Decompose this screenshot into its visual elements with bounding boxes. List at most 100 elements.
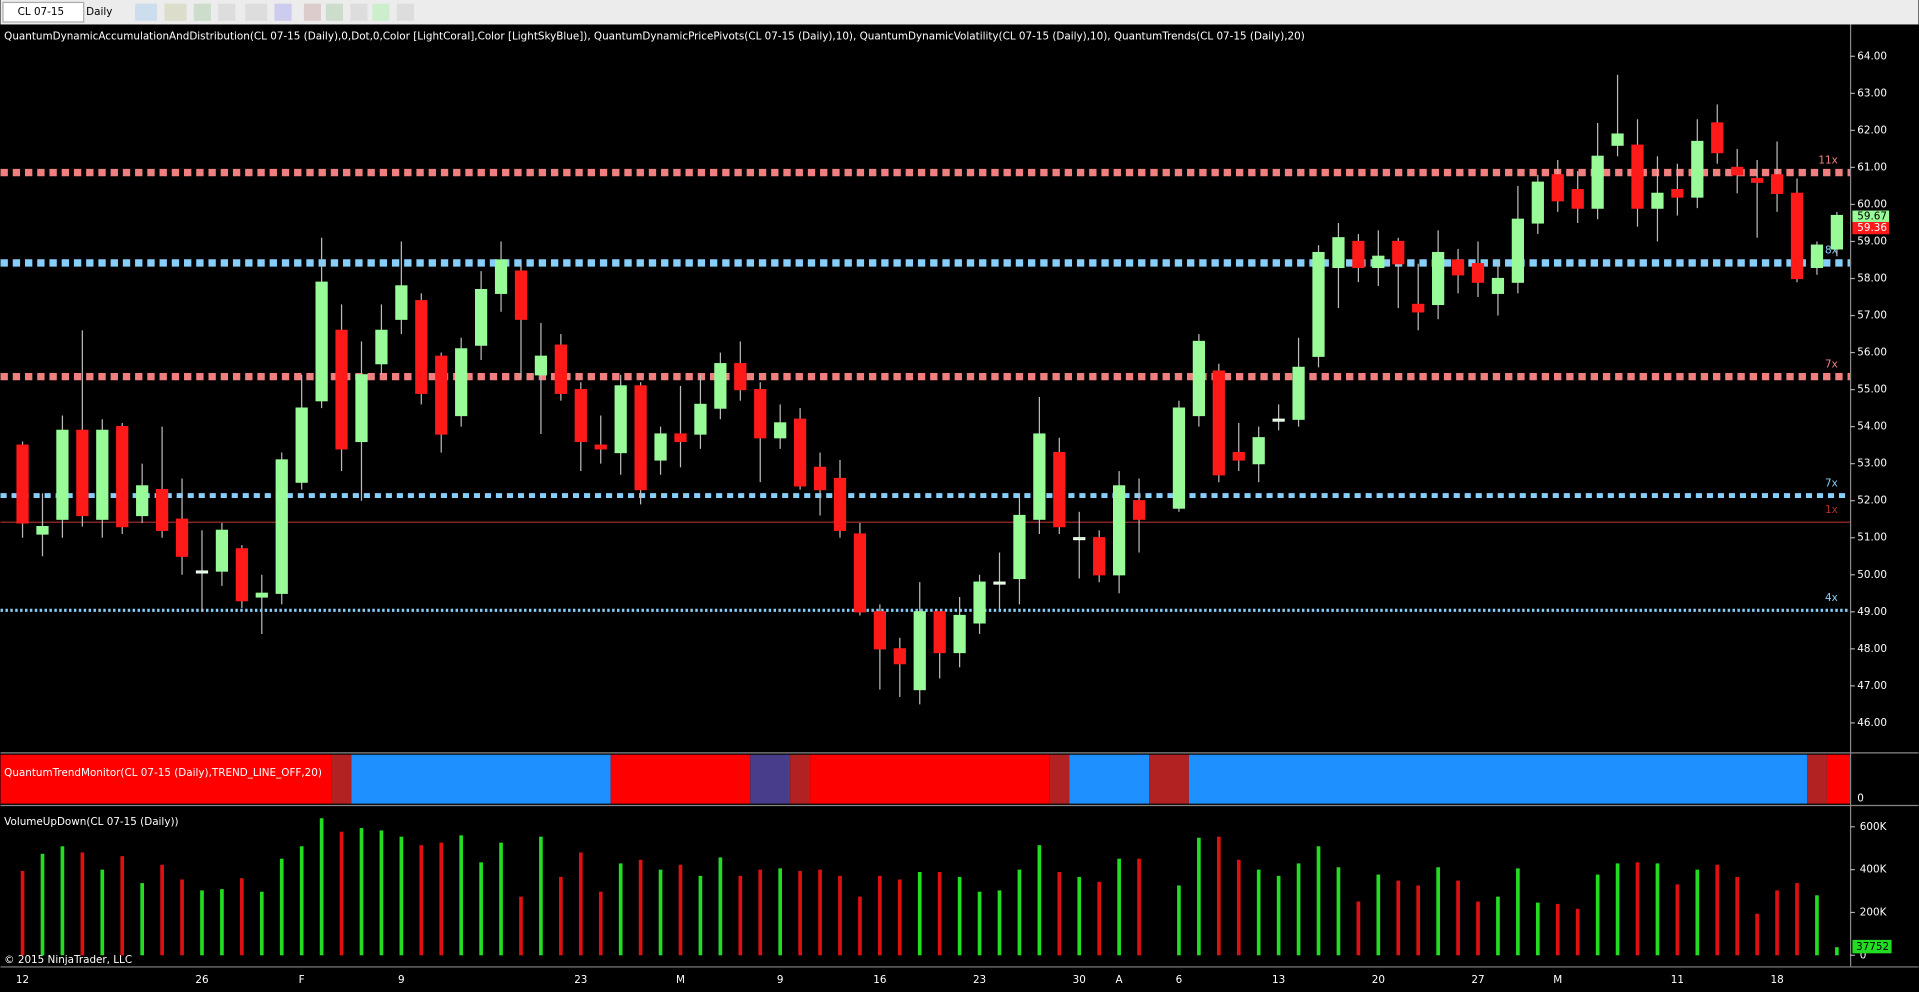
candle-body [1451, 259, 1465, 276]
candle-body [1711, 122, 1724, 154]
trend-segment [1806, 754, 1827, 804]
last-price-label: 59.67 [1857, 211, 1887, 223]
x-tick-label: 23 [574, 974, 587, 986]
volume-bar [180, 879, 184, 956]
volume-bar [1057, 871, 1062, 956]
volume-bar [1735, 876, 1740, 956]
volume-bar [1715, 864, 1720, 956]
x-tick-label: 16 [873, 974, 886, 986]
candle-body [554, 344, 567, 394]
candle-body [1172, 407, 1186, 509]
tool-icon[interactable] [135, 3, 158, 21]
candle-body [1352, 240, 1365, 269]
volume-bar [1615, 863, 1620, 956]
volume-bar [678, 864, 683, 956]
tool-icon[interactable] [303, 3, 321, 21]
candle-body [1073, 537, 1086, 541]
candle-body [1471, 263, 1485, 283]
volume-bar [1635, 862, 1640, 956]
volume-bar [559, 876, 563, 956]
volume-bar [359, 828, 364, 956]
candle-body [1033, 433, 1046, 520]
candle-body [634, 385, 647, 491]
x-tick-label: 13 [1272, 974, 1285, 986]
volume-bar [539, 836, 543, 956]
volume-bar [1376, 874, 1381, 956]
volume-bar [738, 875, 743, 956]
tool-icon[interactable] [193, 3, 211, 21]
tool-icon[interactable] [245, 3, 268, 21]
volume-bar [598, 891, 603, 956]
candle-body [1432, 251, 1445, 306]
x-tick-label: 23 [973, 974, 986, 986]
y-tick-label: 56.00 [1857, 347, 1887, 359]
candle-body [1132, 500, 1146, 520]
symbol[interactable]: CL 07-15 [18, 6, 64, 18]
volume-bar [20, 870, 25, 956]
candle-body [993, 581, 1006, 585]
volume-bar [718, 857, 723, 956]
trend-segment [1049, 754, 1070, 804]
volume-bar [100, 869, 105, 956]
volume-bar [658, 869, 663, 956]
trend-tick-label: 0 [1857, 793, 1864, 805]
volume-tick-label: 400K [1860, 864, 1888, 876]
volume-bar [618, 863, 623, 956]
volume-bar [299, 846, 304, 956]
candle-body [1631, 144, 1644, 209]
volume-bar [439, 842, 444, 956]
volume-last-box [1852, 939, 1892, 954]
volume-bar [878, 875, 882, 956]
candle-body [514, 270, 528, 320]
volume-bar [459, 835, 464, 956]
tool-icon[interactable] [164, 3, 187, 21]
candle-body [714, 363, 727, 409]
candle-body [1312, 251, 1325, 357]
y-tick-label: 62.00 [1857, 124, 1887, 136]
candle-body [1392, 240, 1405, 265]
volume-bar [279, 858, 284, 956]
y-tick-label: 59.00 [1857, 235, 1887, 247]
volume-bar [798, 870, 802, 956]
tool-icon[interactable] [350, 3, 368, 21]
candle-body [76, 429, 89, 517]
volume-bar [1535, 902, 1540, 956]
candle-body [175, 518, 189, 557]
volume-bar [997, 890, 1002, 956]
y-tick-label: 50.00 [1857, 569, 1887, 581]
candle-body [215, 529, 229, 572]
candle-body [275, 459, 288, 594]
y-tick-label: 48.00 [1857, 643, 1887, 655]
volume-bar [1276, 875, 1281, 956]
volume-bar [1296, 863, 1301, 956]
volume-bar [1595, 874, 1600, 956]
candle-body [136, 485, 149, 517]
volume-bar [419, 845, 424, 956]
candle-body [36, 526, 49, 535]
volume-label: VolumeUpDown(CL 07-15 (Daily)) [4, 816, 178, 828]
interval[interactable]: Daily [86, 6, 112, 18]
candle-body [474, 289, 488, 346]
candle-body [1830, 214, 1844, 250]
candle-body [1671, 189, 1684, 198]
volume-bar [499, 842, 503, 956]
volume-bar [977, 891, 982, 956]
level-label: 4x [1825, 592, 1838, 604]
tool-icon[interactable] [274, 3, 292, 21]
tool-icon[interactable] [372, 3, 390, 21]
trend-segment [750, 754, 791, 804]
trend-label: QuantumTrendMonitor(CL 07-15 (Daily),TRE… [4, 767, 322, 779]
volume-bar [1516, 868, 1520, 956]
tool-icon[interactable] [218, 3, 236, 21]
candle-body [893, 648, 906, 665]
candle-body [1292, 366, 1305, 420]
tool-icon[interactable] [396, 3, 414, 21]
volume-bar [1755, 913, 1759, 956]
tool-icon[interactable] [325, 3, 344, 21]
last-price-box [1852, 210, 1890, 223]
y-tick-label: 49.00 [1857, 606, 1887, 618]
x-tick-label: 26 [195, 974, 208, 986]
volume-bar [240, 878, 244, 956]
y-tick-label: 54.00 [1857, 421, 1887, 433]
symbol-box[interactable] [2, 1, 85, 23]
